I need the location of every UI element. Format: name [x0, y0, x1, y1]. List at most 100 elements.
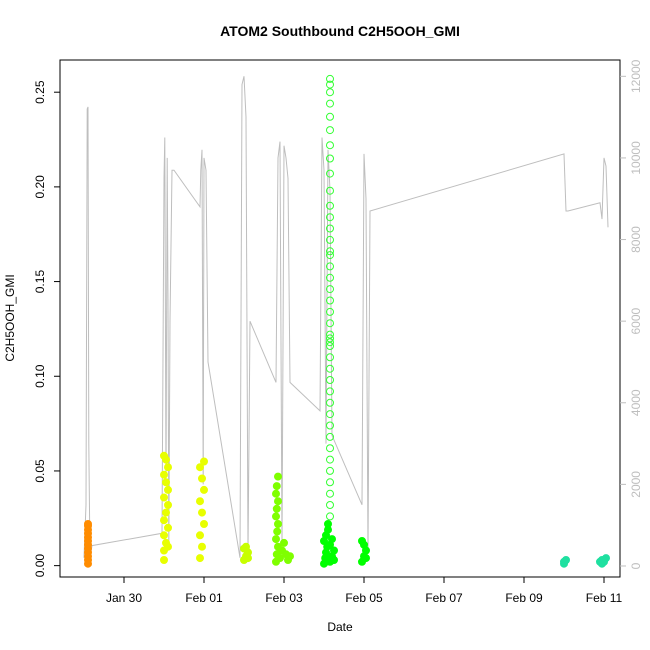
data-point [196, 531, 204, 540]
data-point [326, 338, 334, 347]
altitude-trace [83, 76, 609, 558]
data-point [330, 556, 338, 564]
data-point [164, 501, 172, 509]
data-point [274, 472, 282, 481]
data-point [326, 186, 334, 195]
data-point [326, 330, 334, 339]
data-point [272, 504, 281, 513]
data-point [326, 126, 334, 135]
data-point [326, 319, 334, 328]
altitude-line [83, 76, 609, 558]
data-point [200, 457, 208, 466]
data-point [198, 508, 206, 517]
x-tick-label: Feb 01 [185, 591, 223, 605]
data-point [326, 141, 334, 150]
data-point [326, 99, 334, 108]
data-point [562, 556, 570, 564]
data-point [326, 501, 334, 509]
data-point [326, 512, 334, 521]
data-point [326, 444, 334, 453]
y-tick-label: 0.25 [33, 80, 47, 104]
data-point [326, 247, 334, 256]
data-point [160, 493, 168, 502]
data-point [164, 523, 172, 532]
y2-tick-label: 12000 [629, 59, 643, 93]
data-points [84, 74, 610, 568]
y2-tick-label: 10000 [629, 141, 643, 175]
data-point [198, 542, 206, 551]
data-point [244, 554, 252, 563]
data-point [160, 531, 168, 540]
data-point [200, 485, 208, 494]
data-point [272, 482, 281, 491]
y2-tick-label: 4000 [629, 389, 643, 416]
data-point [196, 497, 204, 506]
x-axis-label: Date [327, 620, 353, 634]
data-point [326, 342, 334, 350]
x-tick-label: Jan 30 [106, 591, 142, 605]
data-point [326, 432, 334, 441]
data-point [326, 455, 334, 464]
data-point [273, 527, 282, 536]
data-point [326, 154, 334, 163]
data-point [328, 535, 336, 544]
data-point [286, 552, 294, 561]
y2-tick-label: 0 [629, 562, 643, 569]
data-point [326, 421, 334, 430]
y-tick-label: 0.00 [33, 554, 47, 578]
data-point [272, 489, 280, 498]
y-axis-right: 0 2000 4000 6000 8000 10000 12000 [620, 59, 643, 569]
data-point [326, 224, 334, 233]
data-point [326, 235, 334, 244]
data-point [324, 520, 332, 528]
chart-title: ATOM2 Southbound C2H5OOH_GMI [220, 23, 460, 39]
data-point [280, 538, 288, 547]
x-tick-label: Feb 07 [425, 591, 463, 605]
y2-tick-label: 8000 [629, 226, 643, 253]
data-point [326, 410, 334, 419]
data-point [196, 463, 204, 472]
plot-frame [59, 59, 621, 578]
data-point [326, 201, 334, 210]
data-point [326, 387, 334, 396]
data-point [326, 489, 334, 498]
data-point [326, 364, 334, 373]
data-point [326, 74, 334, 83]
data-point [326, 398, 334, 407]
data-point [326, 466, 334, 475]
data-point [198, 474, 206, 483]
data-point [326, 285, 334, 294]
data-point [164, 463, 172, 472]
data-point [160, 556, 168, 564]
data-point [326, 251, 334, 260]
data-point [164, 542, 172, 551]
y-axis-left: 0.00 0.05 0.10 0.15 0.20 0.25 [33, 80, 60, 577]
data-point [358, 537, 366, 545]
y-tick-label: 0.10 [33, 364, 47, 388]
data-point [362, 554, 370, 563]
data-point [598, 559, 606, 568]
data-point [162, 508, 170, 517]
x-tick-label: Feb 05 [345, 591, 383, 605]
data-point [160, 516, 168, 525]
y-axis-label: C2H5OOH_GMI [3, 274, 17, 361]
data-point [276, 554, 284, 563]
data-point [196, 554, 204, 563]
data-point [326, 334, 334, 343]
data-point [326, 213, 334, 222]
data-point [326, 376, 334, 384]
data-point [326, 273, 334, 282]
data-point [164, 485, 172, 494]
y2-tick-label: 2000 [629, 471, 643, 498]
data-point [326, 478, 334, 487]
data-point [272, 535, 280, 544]
y-tick-label: 0.20 [33, 175, 47, 199]
data-point [162, 478, 170, 487]
data-point [326, 353, 334, 362]
y-tick-label: 0.05 [33, 459, 47, 483]
data-point [272, 512, 280, 521]
data-point [326, 169, 334, 178]
data-point [326, 88, 334, 97]
data-point [326, 296, 334, 305]
